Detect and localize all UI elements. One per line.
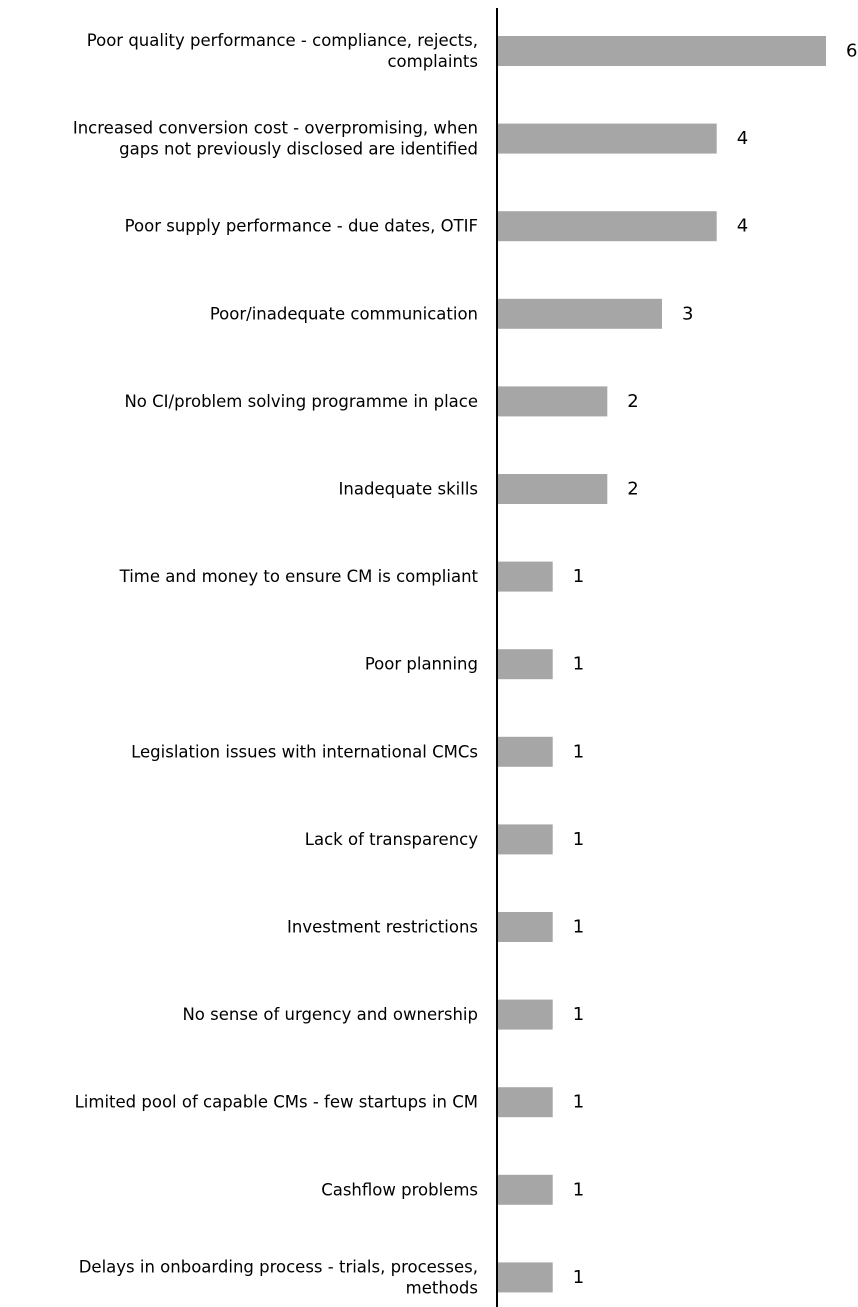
category-labels-layer: Poor quality performance - compliance, r… — [73, 31, 479, 1297]
category-label-3: Poor supply performance - due dates, OTI… — [125, 217, 478, 236]
bar-2 — [498, 123, 717, 154]
value-labels-layer: 6 4 4 3 2 2 1 1 1 1 1 1 1 1 1 — [573, 41, 858, 1288]
category-label-line: Lack of transparency — [305, 830, 478, 849]
category-label-13: Limited pool of capable CMs - few startu… — [75, 1093, 478, 1112]
category-label-8: Poor planning — [365, 655, 478, 674]
category-label-line: Legislation issues with international CM… — [131, 742, 478, 761]
category-label-5: No CI/problem solving programme in place — [124, 392, 478, 411]
bar-10 — [498, 824, 553, 855]
value-label-13: 1 — [573, 1092, 584, 1113]
category-label-line: complaints — [387, 52, 478, 71]
category-label-line: Poor planning — [365, 655, 478, 674]
value-label-2: 4 — [737, 128, 748, 149]
category-label-7: Time and money to ensure CM is compliant — [119, 567, 479, 586]
value-label-3: 4 — [737, 216, 748, 237]
category-label-line: methods — [406, 1278, 478, 1297]
category-label-line: Limited pool of capable CMs - few startu… — [75, 1093, 478, 1112]
value-label-7: 1 — [573, 566, 584, 587]
bar-1 — [498, 36, 826, 66]
category-label-11: Investment restrictions — [287, 918, 478, 937]
value-label-4: 3 — [682, 303, 693, 324]
bar-13 — [498, 1087, 553, 1118]
category-label-line: Inadequate skills — [339, 480, 478, 499]
category-label-line: Investment restrictions — [287, 918, 478, 937]
category-label-line: gaps not previously disclosed are identi… — [119, 140, 478, 159]
bars-layer — [498, 36, 826, 1293]
category-label-line: Poor supply performance - due dates, OTI… — [125, 217, 478, 236]
category-label-12: No sense of urgency and ownership — [182, 1005, 478, 1024]
value-label-12: 1 — [573, 1004, 584, 1025]
bar-7 — [498, 561, 553, 592]
value-label-14: 1 — [573, 1179, 584, 1200]
bar-5 — [498, 386, 608, 417]
value-label-8: 1 — [573, 654, 584, 675]
category-label-line: Poor/inadequate communication — [210, 304, 478, 323]
category-label-14: Cashflow problems — [321, 1180, 478, 1199]
category-label-line: No CI/problem solving programme in place — [124, 392, 478, 411]
category-label-line: Increased conversion cost - overpromisin… — [73, 119, 478, 138]
bar-9 — [498, 736, 553, 767]
category-label-line: Delays in onboarding process - trials, p… — [79, 1257, 478, 1276]
bar-6 — [498, 474, 608, 504]
value-label-11: 1 — [573, 917, 584, 938]
value-label-10: 1 — [573, 829, 584, 850]
bar-4 — [498, 298, 662, 329]
bar-15 — [498, 1262, 553, 1293]
bar-14 — [498, 1174, 553, 1205]
bar-11 — [498, 912, 553, 942]
category-label-2: Increased conversion cost - overpromisin… — [73, 119, 478, 159]
bar-8 — [498, 649, 553, 680]
category-label-9: Legislation issues with international CM… — [131, 742, 478, 761]
category-label-6: Inadequate skills — [339, 480, 478, 499]
value-label-1: 6 — [846, 41, 857, 62]
category-label-15: Delays in onboarding process - trials, p… — [79, 1257, 478, 1297]
bar-12 — [498, 999, 553, 1030]
category-label-1: Poor quality performance - compliance, r… — [87, 31, 478, 71]
value-label-9: 1 — [573, 741, 584, 762]
category-label-line: Time and money to ensure CM is compliant — [119, 567, 479, 586]
category-label-line: No sense of urgency and ownership — [182, 1005, 478, 1024]
category-label-10: Lack of transparency — [305, 830, 478, 849]
bar-3 — [498, 211, 717, 242]
category-label-line: Poor quality performance - compliance, r… — [87, 31, 478, 50]
category-label-line: Cashflow problems — [321, 1180, 478, 1199]
value-label-15: 1 — [573, 1267, 584, 1288]
category-label-4: Poor/inadequate communication — [210, 304, 478, 323]
value-label-5: 2 — [627, 391, 638, 412]
value-label-6: 2 — [627, 479, 638, 500]
